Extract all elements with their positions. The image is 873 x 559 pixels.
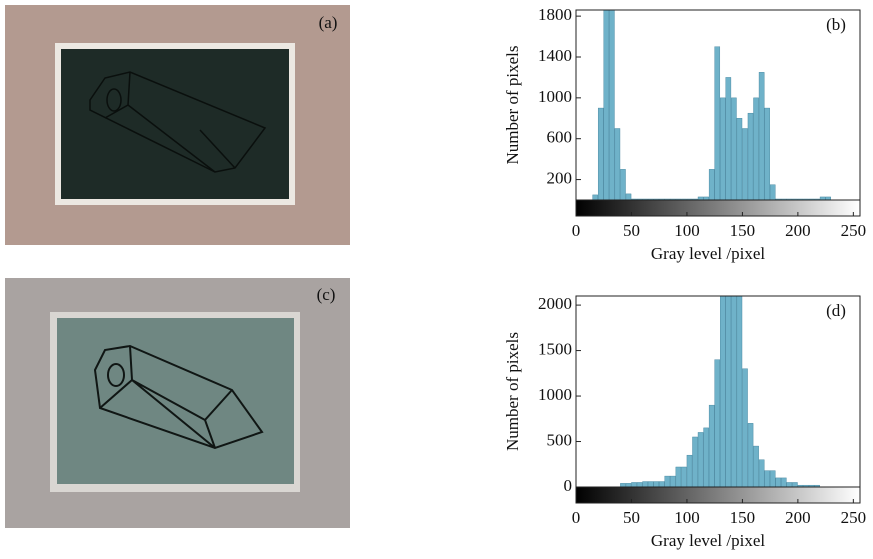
bar — [720, 98, 725, 200]
bar — [609, 10, 614, 200]
bar — [776, 478, 781, 487]
bar — [687, 455, 692, 487]
bar — [670, 476, 675, 487]
x-tick-label: 50 — [623, 508, 640, 527]
x-tick-label: 200 — [785, 508, 811, 527]
y-axis-label: Number of pixels — [503, 46, 522, 165]
bar — [631, 482, 636, 487]
bars — [593, 10, 831, 200]
bar — [787, 482, 792, 487]
x-tick-label: 250 — [841, 221, 867, 240]
y-tick-label: 1500 — [538, 339, 572, 358]
bar — [676, 467, 681, 487]
gray-scale-bar — [576, 487, 860, 503]
x-tick-label: 0 — [572, 508, 581, 527]
x-tick-label: 200 — [785, 221, 811, 240]
x-tick-label: 50 — [623, 221, 640, 240]
bar — [620, 483, 625, 487]
x-tick-label: 100 — [674, 508, 700, 527]
panel-label: (b) — [826, 15, 846, 34]
bar — [704, 428, 709, 487]
bar — [731, 296, 736, 487]
bar — [754, 446, 759, 487]
x-axis-label: Gray level /pixel — [651, 244, 766, 263]
bar — [754, 98, 759, 200]
bar — [770, 471, 775, 487]
x-axis-label: Gray level /pixel — [651, 531, 766, 550]
x-tick-label: 150 — [730, 221, 756, 240]
y-tick-label: 1800 — [538, 5, 572, 24]
bar — [604, 10, 609, 200]
bars — [620, 296, 819, 487]
bar — [692, 437, 697, 487]
y-tick-label: 1000 — [538, 385, 572, 404]
y-tick-label: 200 — [547, 168, 573, 187]
bar — [748, 423, 753, 487]
bar — [709, 405, 714, 487]
bar — [748, 113, 753, 200]
bar — [737, 118, 742, 200]
bar — [742, 128, 747, 200]
bar — [626, 483, 631, 487]
bar — [765, 471, 770, 487]
bar — [637, 482, 642, 487]
bar — [731, 98, 736, 200]
bar — [770, 185, 775, 200]
panel-label: (c) — [317, 285, 336, 304]
bar — [615, 128, 620, 200]
y-tick-label: 2000 — [538, 294, 572, 313]
x-tick-label: 250 — [841, 508, 867, 527]
bar — [626, 194, 631, 200]
x-tick-label: 0 — [572, 221, 581, 240]
panel-label: (a) — [319, 13, 338, 32]
bar — [648, 482, 653, 487]
y-tick-label: 0 — [564, 476, 573, 495]
y-tick-label: 1400 — [538, 46, 572, 65]
bar — [781, 478, 786, 487]
figure: (a) (c) 20060010001400180005010015020025… — [0, 0, 873, 554]
bar — [726, 296, 731, 487]
bar — [742, 369, 747, 487]
bar — [620, 169, 625, 200]
bar — [715, 47, 720, 200]
bar — [643, 482, 648, 487]
bar — [593, 195, 598, 200]
bar — [659, 482, 664, 487]
page: (a) (c) 20060010001400180005010015020025… — [0, 0, 873, 559]
bar — [765, 108, 770, 200]
bar — [715, 360, 720, 487]
photo-c: (c) — [5, 278, 350, 528]
bar — [726, 77, 731, 200]
histogram-panel: 0 500 1000 1500 2000 0 50 100 150 200 250 Gray leve… — [503, 294, 866, 550]
bar — [698, 432, 703, 487]
x-tick-label: 100 — [674, 221, 700, 240]
y-tick-label: 1000 — [538, 87, 572, 106]
bar — [665, 476, 670, 487]
y-tick-label: 600 — [547, 128, 573, 147]
y-axis-label: Number of pixels — [503, 332, 522, 451]
bar — [759, 460, 764, 487]
panel-label: (d) — [826, 301, 846, 320]
bar — [709, 169, 714, 200]
bar — [681, 467, 686, 487]
gray-scale-bar — [576, 200, 860, 216]
y-tick-label: 500 — [547, 430, 573, 449]
bar — [759, 72, 764, 200]
x-tick-label: 150 — [730, 508, 756, 527]
bar — [654, 482, 659, 487]
histogram-panel: 200 600 1000 1400 1800 0 50 100 150 200 250 Gray le… — [503, 5, 866, 263]
bar — [792, 482, 797, 487]
bar — [598, 108, 603, 200]
bar — [720, 296, 725, 487]
photo-a: (a) — [5, 5, 350, 245]
bar — [737, 296, 742, 487]
